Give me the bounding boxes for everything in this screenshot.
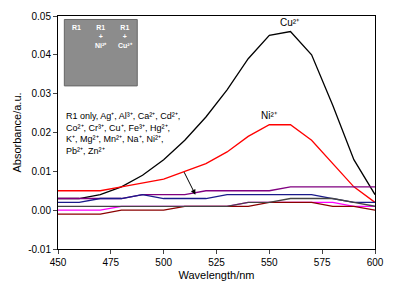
svg-text:R1: R1 xyxy=(72,24,81,31)
svg-text:450: 450 xyxy=(50,257,67,268)
svg-text:Wavelength/nm: Wavelength/nm xyxy=(178,269,254,281)
svg-text:0.04: 0.04 xyxy=(32,49,52,60)
svg-text:600: 600 xyxy=(367,257,384,268)
svg-text:0.02: 0.02 xyxy=(32,127,52,138)
svg-text:-0.01: -0.01 xyxy=(28,244,51,255)
svg-text:0.03: 0.03 xyxy=(32,88,52,99)
svg-text:0.00: 0.00 xyxy=(32,205,52,216)
svg-text:475: 475 xyxy=(102,257,119,268)
svg-text:Ni²⁺: Ni²⁺ xyxy=(261,110,278,121)
svg-text:R1+Ni²⁺: R1+Ni²⁺ xyxy=(95,24,107,49)
svg-text:Cu²⁺: Cu²⁺ xyxy=(280,17,300,28)
svg-text:Absorbance/a.u.: Absorbance/a.u. xyxy=(11,92,23,172)
svg-text:0.05: 0.05 xyxy=(32,11,52,22)
svg-text:500: 500 xyxy=(155,257,172,268)
svg-text:525: 525 xyxy=(208,257,225,268)
svg-text:575: 575 xyxy=(314,257,331,268)
svg-text:550: 550 xyxy=(261,257,278,268)
svg-text:R1 only, Ag⁺, Al³⁺, Ca²⁺, Cd²⁺: R1 only, Ag⁺, Al³⁺, Ca²⁺, Cd²⁺,Co²⁺, Cr³… xyxy=(66,111,180,156)
svg-text:0.01: 0.01 xyxy=(32,166,52,177)
svg-text:R1+Cu²⁺: R1+Cu²⁺ xyxy=(118,24,133,49)
